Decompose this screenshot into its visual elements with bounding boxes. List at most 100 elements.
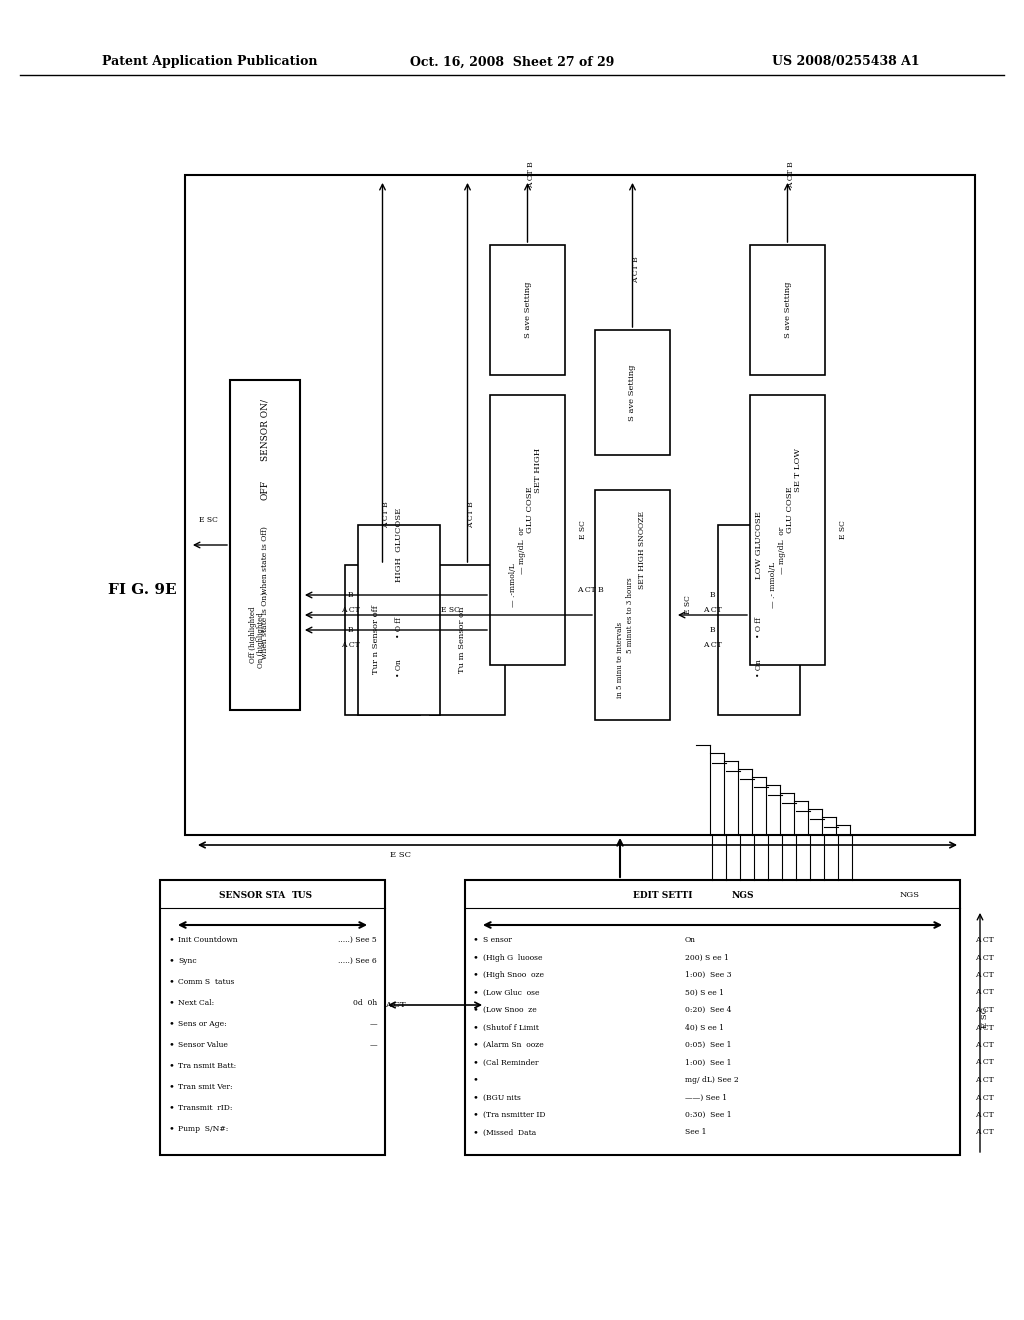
Text: A CT: A CT bbox=[975, 953, 993, 961]
Text: A CT: A CT bbox=[975, 1023, 993, 1031]
Text: •: • bbox=[168, 957, 174, 965]
Text: See 1: See 1 bbox=[685, 1129, 707, 1137]
Text: (Alarm Sn  ooze: (Alarm Sn ooze bbox=[483, 1041, 544, 1049]
Text: A CT: A CT bbox=[702, 642, 721, 649]
Text: Sensor Value: Sensor Value bbox=[178, 1041, 228, 1049]
Text: A CT: A CT bbox=[702, 606, 721, 614]
Text: 0:30)  See 1: 0:30) See 1 bbox=[685, 1111, 731, 1119]
Text: SENSOR STA: SENSOR STA bbox=[219, 891, 286, 899]
Text: US 2008/0255438 A1: US 2008/0255438 A1 bbox=[772, 55, 920, 69]
Text: 0:05)  See 1: 0:05) See 1 bbox=[685, 1041, 731, 1049]
Text: .....) See 6: .....) See 6 bbox=[338, 957, 377, 965]
Text: 0:20)  See 4: 0:20) See 4 bbox=[685, 1006, 731, 1014]
Text: Init Countdown: Init Countdown bbox=[178, 936, 238, 944]
Text: •: • bbox=[168, 1082, 174, 1092]
Text: NGS: NGS bbox=[731, 891, 754, 899]
Text: E SC: E SC bbox=[579, 520, 587, 540]
Text: On (highlighted: On (highlighted bbox=[257, 612, 265, 668]
Text: 1:00)  See 3: 1:00) See 3 bbox=[685, 972, 731, 979]
Text: (Low Gluc  ose: (Low Gluc ose bbox=[483, 989, 540, 997]
Text: E SC: E SC bbox=[839, 520, 847, 540]
Text: • O ff: • O ff bbox=[755, 618, 763, 639]
Bar bbox=[490, 395, 565, 665]
Bar bbox=[595, 330, 670, 455]
Text: SET HIGH: SET HIGH bbox=[534, 447, 542, 492]
Text: • On: • On bbox=[755, 659, 763, 677]
Text: A CT B: A CT B bbox=[577, 586, 603, 594]
Text: •: • bbox=[473, 1006, 479, 1015]
Text: •: • bbox=[168, 1040, 174, 1049]
Text: 5 minut es to 3 hours: 5 minut es to 3 hours bbox=[627, 577, 635, 653]
Text: (BGU nits: (BGU nits bbox=[483, 1093, 521, 1101]
Text: B: B bbox=[710, 626, 715, 634]
Text: SENSOR ON/: SENSOR ON/ bbox=[260, 399, 269, 461]
Text: Next Cal:: Next Cal: bbox=[178, 999, 214, 1007]
Text: (Tra nsmitter ID: (Tra nsmitter ID bbox=[483, 1111, 546, 1119]
Text: • O ff: • O ff bbox=[395, 618, 403, 639]
Text: Patent Application Publication: Patent Application Publication bbox=[102, 55, 317, 69]
Text: A CT B: A CT B bbox=[527, 161, 536, 189]
Bar bbox=[430, 565, 505, 715]
Text: Oct. 16, 2008  Sheet 27 of 29: Oct. 16, 2008 Sheet 27 of 29 bbox=[410, 55, 614, 69]
Bar bbox=[718, 525, 800, 715]
Bar bbox=[465, 880, 961, 1155]
Text: A CT: A CT bbox=[975, 1041, 993, 1049]
Text: Pump  S/N#:: Pump S/N#: bbox=[178, 1125, 228, 1133]
Bar bbox=[750, 395, 825, 665]
Text: — .-mmol/L: — .-mmol/L bbox=[510, 564, 517, 607]
Text: ——) See 1: ——) See 1 bbox=[685, 1093, 727, 1101]
Text: A CT: A CT bbox=[975, 1111, 993, 1119]
Text: 1:00)  See 1: 1:00) See 1 bbox=[685, 1059, 731, 1067]
Text: .....) See 5: .....) See 5 bbox=[338, 936, 377, 944]
Text: •: • bbox=[473, 936, 479, 945]
Bar bbox=[160, 880, 385, 1155]
Text: OFF: OFF bbox=[260, 480, 269, 500]
Text: LOW GLUCOSE: LOW GLUCOSE bbox=[755, 511, 763, 579]
Text: (Missed  Data: (Missed Data bbox=[483, 1129, 537, 1137]
Text: A CT: A CT bbox=[385, 1001, 406, 1008]
Text: 40) S ee 1: 40) S ee 1 bbox=[685, 1023, 724, 1031]
Bar bbox=[185, 176, 975, 836]
Text: TUS: TUS bbox=[292, 891, 313, 899]
Text: (High Snoo  oze: (High Snoo oze bbox=[483, 972, 544, 979]
Text: E SC: E SC bbox=[199, 516, 217, 524]
Text: S ave Setting: S ave Setting bbox=[523, 281, 531, 338]
Text: •: • bbox=[473, 1110, 479, 1119]
Text: •: • bbox=[168, 1104, 174, 1113]
Text: 200) S ee 1: 200) S ee 1 bbox=[685, 953, 729, 961]
Text: A CT: A CT bbox=[341, 606, 359, 614]
Bar bbox=[345, 565, 420, 715]
Text: •: • bbox=[473, 1129, 479, 1137]
Text: S ave Setting: S ave Setting bbox=[783, 281, 792, 338]
Text: •: • bbox=[168, 998, 174, 1007]
Text: Transmit  rID:: Transmit rID: bbox=[178, 1104, 232, 1111]
Text: Comm S  tatus: Comm S tatus bbox=[178, 978, 234, 986]
Text: GLU COSE: GLU COSE bbox=[525, 487, 534, 533]
Text: 0d  0h: 0d 0h bbox=[352, 999, 377, 1007]
Bar bbox=[230, 380, 300, 710]
Text: •: • bbox=[168, 978, 174, 986]
Text: (High G  luoose: (High G luoose bbox=[483, 953, 543, 961]
Text: FI G. 9E: FI G. 9E bbox=[108, 583, 176, 597]
Text: Tra nsmit Batt:: Tra nsmit Batt: bbox=[178, 1063, 237, 1071]
Text: Tur n Sensor off: Tur n Sensor off bbox=[373, 606, 381, 675]
Text: •: • bbox=[473, 953, 479, 962]
Text: Sync: Sync bbox=[178, 957, 197, 965]
Text: •: • bbox=[473, 970, 479, 979]
Text: 50) S ee 1: 50) S ee 1 bbox=[685, 989, 724, 997]
Text: (Shutof f Limit: (Shutof f Limit bbox=[483, 1023, 539, 1031]
Text: On: On bbox=[685, 936, 696, 944]
Text: A CT: A CT bbox=[975, 1006, 993, 1014]
Text: S ave Setting: S ave Setting bbox=[629, 364, 637, 421]
Text: Off (highlighted: Off (highlighted bbox=[249, 607, 257, 663]
Text: A CT: A CT bbox=[975, 1076, 993, 1084]
Text: when state is Off): when state is Off) bbox=[261, 527, 269, 594]
Text: — mg/dL  or: — mg/dL or bbox=[777, 527, 785, 574]
Text: (Cal Reminder: (Cal Reminder bbox=[483, 1059, 539, 1067]
Text: A CT: A CT bbox=[975, 936, 993, 944]
Text: — .- mmol/L: — .- mmol/L bbox=[769, 562, 777, 609]
Text: — mg/dL  or: — mg/dL or bbox=[517, 527, 525, 574]
Text: B: B bbox=[347, 591, 353, 599]
Text: —: — bbox=[370, 1020, 377, 1028]
Text: •: • bbox=[473, 1059, 479, 1067]
